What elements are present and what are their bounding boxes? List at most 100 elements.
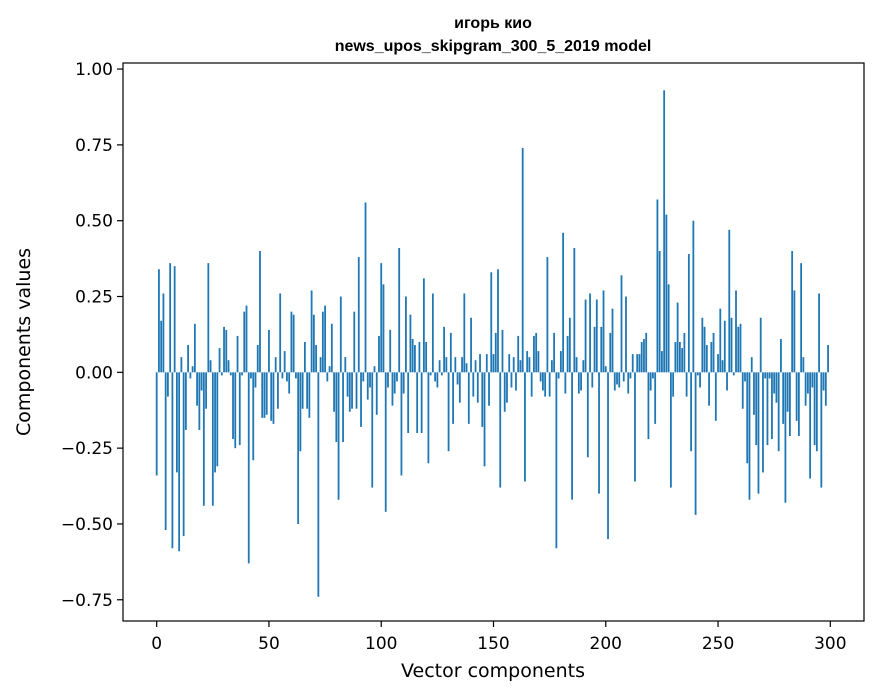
y-tick-label: −0.50 — [61, 515, 113, 535]
bar — [200, 372, 203, 391]
bar — [393, 372, 396, 394]
bar — [265, 372, 268, 415]
bar — [485, 354, 488, 373]
bar — [813, 372, 816, 446]
bar — [528, 357, 531, 373]
bar — [755, 372, 758, 446]
bar — [782, 372, 785, 424]
bar — [241, 372, 243, 376]
bar — [602, 290, 605, 373]
bar — [155, 372, 158, 476]
bar — [326, 372, 329, 382]
bar — [225, 329, 228, 373]
bar — [636, 354, 639, 373]
bar — [800, 263, 803, 373]
x-tick-label: 150 — [477, 634, 509, 654]
bar — [409, 314, 412, 373]
bar — [173, 266, 176, 373]
bar — [250, 372, 252, 379]
bar — [580, 372, 582, 391]
bar — [815, 372, 818, 452]
bar — [591, 372, 594, 388]
bar — [622, 372, 625, 382]
bar — [364, 202, 367, 373]
bar — [669, 372, 672, 488]
bar — [737, 326, 740, 373]
bar — [398, 247, 401, 373]
bar — [229, 372, 232, 376]
bar — [771, 372, 773, 440]
bar — [277, 372, 279, 409]
bar — [252, 372, 255, 461]
bar — [189, 372, 192, 379]
bar — [546, 257, 549, 373]
bar — [297, 372, 300, 524]
bar — [202, 372, 205, 506]
bar — [416, 372, 419, 433]
bar — [312, 314, 315, 373]
bar — [676, 302, 679, 373]
bar — [773, 372, 776, 394]
bar — [279, 293, 282, 373]
bar — [216, 372, 219, 467]
bar — [775, 372, 778, 403]
bar — [396, 372, 398, 382]
bar — [784, 372, 787, 503]
bar — [422, 278, 425, 373]
bar — [717, 354, 719, 373]
bar — [196, 372, 198, 406]
bar — [333, 372, 335, 412]
bar — [288, 372, 291, 394]
bar — [571, 372, 573, 500]
bar — [167, 372, 169, 397]
y-tick-label: 0.00 — [75, 363, 113, 383]
bar — [640, 342, 643, 373]
bar — [449, 332, 452, 373]
bar — [701, 317, 704, 373]
bar — [281, 372, 284, 379]
bar — [499, 372, 502, 488]
bar — [759, 317, 762, 373]
bar — [452, 372, 454, 424]
bar — [789, 372, 791, 437]
bar — [667, 284, 670, 373]
bar — [295, 372, 297, 379]
bar — [182, 372, 185, 537]
bar — [387, 372, 389, 388]
bar — [548, 372, 551, 397]
bar — [324, 305, 326, 373]
bar — [492, 354, 495, 373]
bar — [562, 232, 565, 373]
bar — [696, 372, 699, 376]
bar — [705, 345, 708, 373]
bar — [719, 308, 722, 373]
bar — [425, 342, 428, 373]
bar — [467, 372, 470, 424]
bar — [256, 345, 259, 373]
chart-title-line1: игорь кио — [454, 15, 532, 32]
bar — [595, 299, 598, 373]
bar — [209, 360, 212, 373]
bar — [247, 372, 250, 564]
bar — [802, 357, 805, 373]
bar — [476, 372, 479, 403]
bar — [214, 372, 216, 473]
bar — [535, 332, 538, 373]
bar — [678, 342, 681, 373]
bar — [339, 296, 342, 373]
bar — [490, 272, 493, 373]
bar — [762, 372, 764, 473]
bar — [362, 372, 365, 382]
bar — [607, 372, 609, 540]
bar — [780, 338, 782, 373]
bar — [557, 372, 560, 379]
x-tick-label: 100 — [365, 634, 397, 654]
bar — [526, 351, 529, 373]
bar — [703, 326, 706, 373]
bar — [400, 372, 403, 476]
y-axis-label: Components values — [13, 248, 35, 436]
bar — [553, 332, 556, 373]
bar — [382, 284, 385, 373]
bar — [191, 366, 194, 373]
bar — [685, 372, 688, 397]
